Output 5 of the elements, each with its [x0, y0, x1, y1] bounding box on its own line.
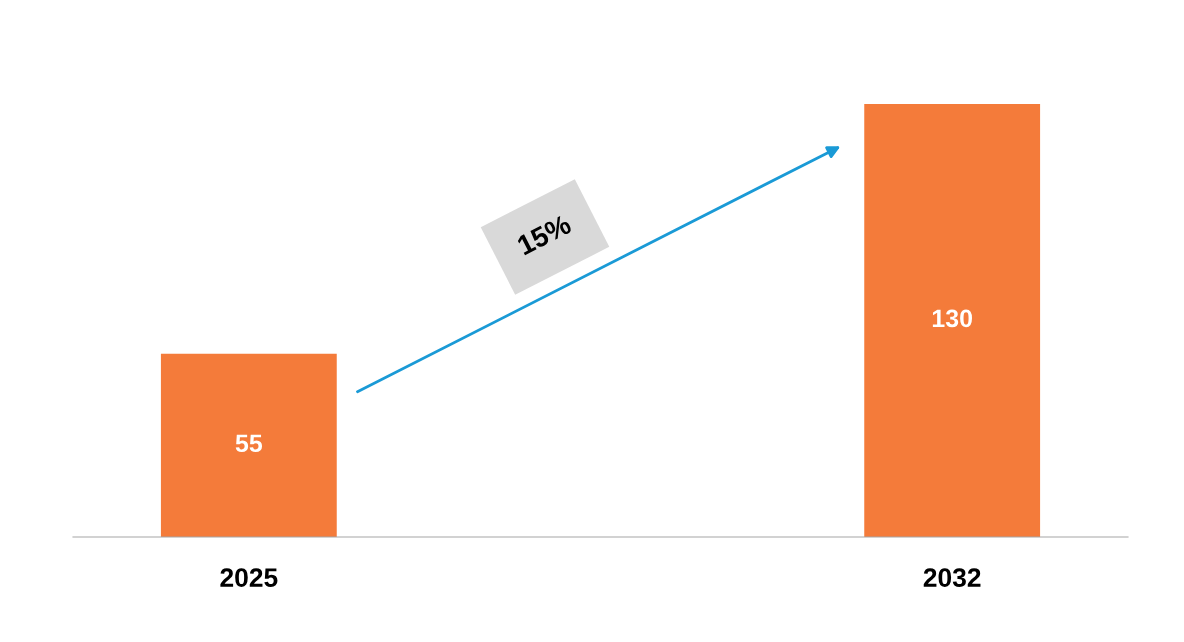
x-tick-label: 2032 — [923, 568, 981, 587]
annotation: 15% — [516, 213, 573, 256]
data-label: 130 — [932, 309, 972, 328]
data-label: 55 — [235, 434, 263, 453]
x-tick-label: 2025 — [220, 568, 278, 587]
